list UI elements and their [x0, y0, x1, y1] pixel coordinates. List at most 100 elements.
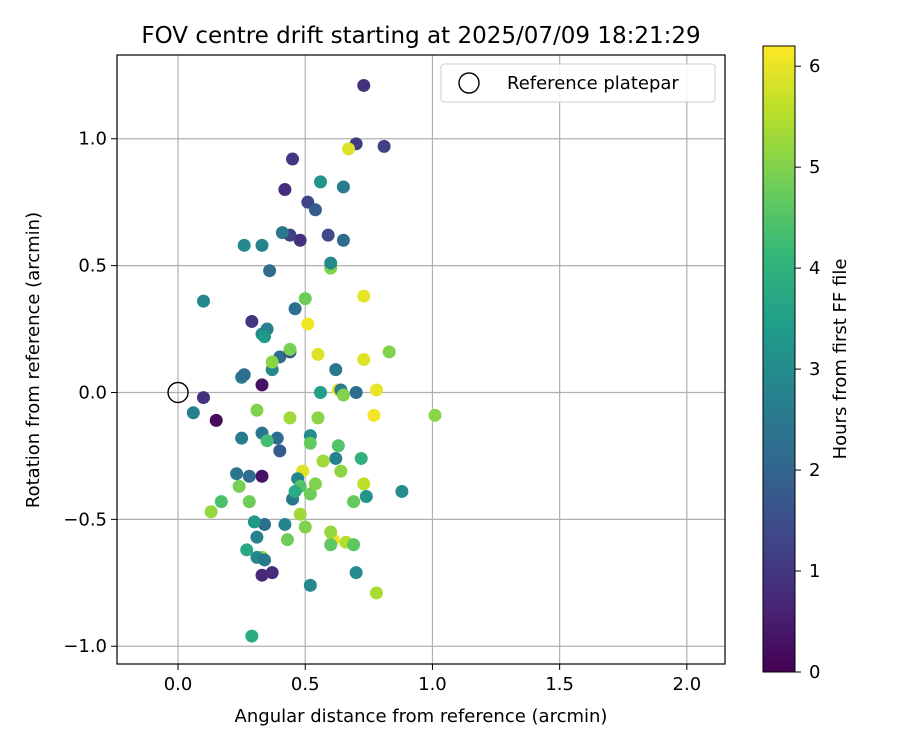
data-point	[265, 355, 279, 369]
data-point	[428, 408, 442, 422]
data-point	[341, 142, 355, 156]
data-point	[367, 408, 381, 422]
data-point	[329, 363, 343, 377]
data-point	[278, 182, 292, 196]
data-point	[347, 538, 361, 552]
colorbar-ticks: 0 1 2 3 4 5 6	[795, 56, 820, 683]
data-point	[258, 553, 272, 567]
data-point	[260, 434, 274, 448]
colorbar-label: Hours from first FF file	[830, 259, 851, 460]
data-point	[255, 469, 269, 483]
data-point	[382, 345, 396, 359]
data-point	[288, 484, 302, 498]
data-point	[336, 233, 350, 247]
data-point	[298, 292, 312, 306]
data-point	[334, 464, 348, 478]
data-point	[316, 454, 330, 468]
data-point	[242, 469, 256, 483]
data-point	[250, 403, 264, 417]
colorbar	[762, 45, 796, 673]
data-point	[308, 203, 322, 217]
plot-frame	[116, 54, 726, 665]
data-point	[286, 152, 300, 166]
x-tick-label: 0.0	[164, 674, 193, 695]
reference-marker	[167, 381, 189, 404]
data-point	[331, 439, 345, 453]
data-point	[247, 515, 261, 529]
legend-box	[440, 63, 716, 103]
data-point	[359, 490, 373, 504]
data-point	[242, 495, 256, 509]
data-point	[324, 538, 338, 552]
legend-label-reference: Reference platepar	[507, 73, 679, 94]
data-point	[336, 388, 350, 402]
x-tick-label: 2.0	[673, 674, 702, 695]
data-point	[273, 444, 287, 458]
data-point	[204, 505, 218, 519]
data-point	[288, 302, 302, 316]
legend-marker-reference	[458, 72, 480, 94]
data-point	[237, 238, 251, 252]
data-point	[280, 533, 294, 547]
y-tick-label: 0.0	[78, 382, 107, 403]
reference-platepar-marker	[167, 381, 189, 404]
data-point	[255, 378, 269, 392]
data-point	[278, 517, 292, 531]
data-point	[230, 467, 244, 481]
data-point	[293, 507, 307, 521]
data-point	[232, 479, 246, 493]
legend: Reference platepar	[440, 63, 716, 103]
data-point	[283, 342, 297, 356]
data-point	[258, 517, 272, 531]
data-point	[321, 228, 335, 242]
data-point	[354, 451, 368, 465]
colorbar-tick-label: 4	[809, 258, 820, 279]
data-point	[255, 568, 269, 582]
y-axis-ticks: −1.0 −0.5 0.0 0.5 1.0	[63, 129, 117, 657]
data-point	[303, 487, 317, 501]
data-point	[311, 347, 325, 361]
data-point	[196, 294, 210, 308]
data-point	[196, 391, 210, 405]
x-tick-label: 0.5	[291, 674, 320, 695]
data-point	[308, 477, 322, 491]
data-point	[293, 233, 307, 247]
data-point	[209, 413, 223, 427]
data-point	[240, 543, 254, 557]
data-point	[235, 431, 249, 445]
data-point	[298, 520, 312, 534]
data-point	[186, 406, 200, 420]
data-point	[214, 495, 228, 509]
data-point	[369, 383, 383, 397]
y-tick-label: −0.5	[63, 509, 107, 530]
data-point	[301, 317, 315, 331]
grid-lines	[117, 55, 725, 664]
x-axis-label: Angular distance from reference (arcmin)	[235, 706, 608, 727]
data-point	[314, 385, 328, 399]
data-point	[324, 256, 338, 270]
data-point	[395, 484, 409, 498]
data-point	[255, 238, 269, 252]
data-point	[349, 566, 363, 580]
data-point	[237, 368, 251, 382]
y-axis-label: Rotation from reference (arcmin)	[23, 212, 44, 508]
y-tick-label: 1.0	[78, 129, 107, 150]
colorbar-tick-label: 1	[809, 561, 820, 582]
data-point	[357, 477, 371, 491]
x-axis-ticks: 0.0 0.5 1.0 1.5 2.0	[164, 664, 701, 695]
data-point	[303, 436, 317, 450]
x-tick-label: 1.5	[545, 674, 574, 695]
data-point	[349, 385, 363, 399]
colorbar-tick-label: 0	[809, 662, 820, 683]
data-point	[245, 314, 259, 328]
colorbar-tick-label: 3	[809, 359, 820, 380]
data-point	[265, 566, 279, 580]
data-point	[250, 530, 264, 544]
data-point	[336, 180, 350, 194]
x-tick-label: 1.0	[418, 674, 447, 695]
data-point	[324, 525, 338, 539]
y-tick-label: 0.5	[78, 256, 107, 277]
data-point	[258, 330, 272, 344]
colorbar-tick-label: 2	[809, 460, 820, 481]
